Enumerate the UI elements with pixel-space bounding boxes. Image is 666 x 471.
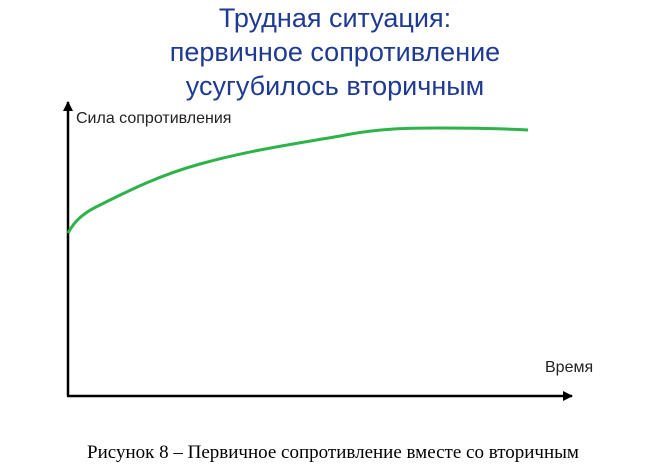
x-axis-label: Время xyxy=(545,359,593,376)
title-line: усугубилось вторичным xyxy=(186,71,484,101)
y-axis-label: Сила сопротивления xyxy=(76,110,231,127)
resistance-curve xyxy=(66,126,529,234)
title-line: Трудная ситуация: xyxy=(219,3,451,33)
title-line: первичное сопротивление xyxy=(170,37,500,67)
caption: Рисунок 8 – Первичное сопротивление вмес… xyxy=(87,442,579,463)
